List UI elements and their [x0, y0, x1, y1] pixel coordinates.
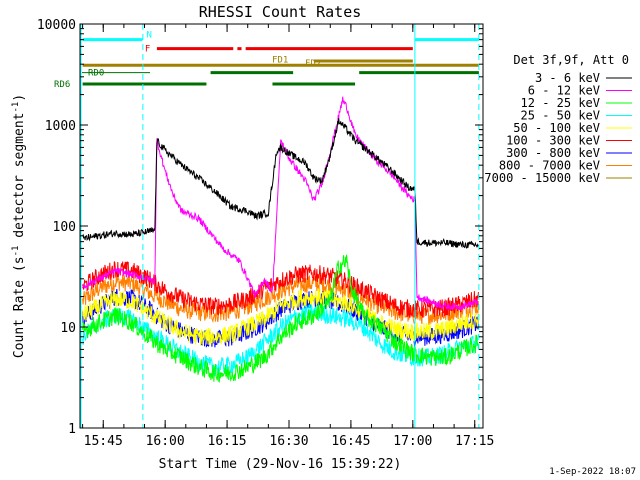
- x-axis: 15:45 16:00 16:15 16:30 16:45 17:00 17:15: [82, 24, 494, 449]
- y-tick-label: 10000: [37, 18, 76, 33]
- x-tick-label: 17:15: [455, 434, 494, 449]
- flag-label: RD0: [88, 69, 104, 79]
- series-layer: [82, 96, 479, 383]
- series-line: [82, 261, 479, 318]
- legend-label: 7000 - 15000 keV: [484, 171, 600, 185]
- y-tick-label: 1000: [45, 119, 76, 134]
- footer-timestamp: 1-Sep-2022 18:07: [549, 467, 636, 477]
- series-line: [82, 118, 479, 249]
- flag-layer: NF FD1 FD2 RD0 RD6: [54, 31, 479, 90]
- x-tick-label: 16:45: [331, 434, 370, 449]
- y-tick-label: 100: [53, 220, 76, 235]
- y-tick-label: 1: [68, 422, 76, 437]
- y-axis-label-exponent: -1: [11, 246, 21, 257]
- legend-label: 800 - 7000 keV: [499, 159, 600, 173]
- x-tick-label: 16:15: [208, 434, 247, 449]
- x-tick-label: 15:45: [84, 434, 123, 449]
- chart-title: RHESSI Count Rates: [199, 3, 362, 21]
- legend-title: Det 3f,9f, Att 0: [513, 53, 629, 67]
- legend-label: 3 - 6 keV: [535, 71, 600, 85]
- legend-label: 12 - 25 keV: [521, 96, 600, 110]
- flag-label: N: [146, 31, 151, 41]
- legend-label: 100 - 300 keV: [506, 134, 600, 148]
- flag-label: RD6: [54, 80, 70, 90]
- flag-label: FD1: [272, 55, 288, 65]
- flag-label: FD2: [305, 59, 321, 69]
- y-axis-label: Count Rate (s-1 detector segment-1): [11, 94, 27, 358]
- y-axis-label-part: Count Rate (s: [12, 256, 27, 358]
- series-line: [82, 254, 479, 383]
- series-line: [82, 288, 479, 346]
- y-axis-label-part: ): [12, 94, 27, 102]
- y-axis: 1 10 100 1000 10000: [37, 18, 483, 437]
- x-tick-label: 17:00: [393, 434, 432, 449]
- flag-label: F: [145, 45, 150, 55]
- legend-label: 50 - 100 keV: [513, 121, 600, 135]
- y-tick-label: 10: [60, 321, 76, 336]
- x-axis-label: Start Time (29-Nov-16 15:39:22): [159, 457, 402, 472]
- y-axis-label-part: detector segment: [12, 113, 27, 246]
- y-axis-label-exponent: -1: [11, 102, 21, 113]
- x-tick-label: 16:30: [269, 434, 308, 449]
- legend-label: 25 - 50 keV: [521, 109, 600, 123]
- x-tick-label: 16:00: [146, 434, 185, 449]
- legend-label: 300 - 800 keV: [506, 146, 600, 160]
- legend-label: 6 - 12 keV: [528, 84, 600, 98]
